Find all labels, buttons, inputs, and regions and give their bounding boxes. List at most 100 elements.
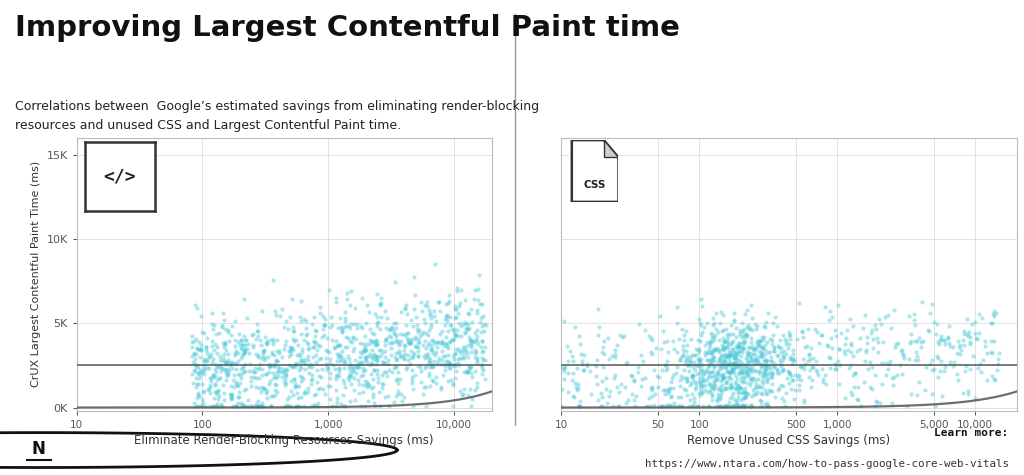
Point bbox=[719, 360, 735, 368]
Point bbox=[293, 393, 309, 400]
Point bbox=[742, 402, 759, 409]
Point bbox=[195, 388, 211, 396]
Point bbox=[395, 354, 412, 361]
Point bbox=[421, 358, 437, 366]
Point bbox=[285, 362, 301, 370]
Point bbox=[717, 351, 733, 358]
Point bbox=[726, 354, 742, 362]
Point bbox=[714, 327, 730, 334]
Point bbox=[315, 322, 332, 329]
Point bbox=[255, 348, 271, 355]
Point bbox=[659, 401, 676, 408]
Point bbox=[215, 339, 231, 347]
Point bbox=[827, 366, 844, 373]
Point bbox=[764, 337, 780, 344]
Point bbox=[231, 371, 248, 379]
Point bbox=[843, 349, 859, 356]
Point bbox=[932, 336, 948, 344]
Point bbox=[359, 302, 376, 309]
Point bbox=[940, 323, 956, 330]
Point bbox=[341, 360, 357, 367]
Point bbox=[285, 335, 301, 343]
Point bbox=[467, 335, 483, 343]
Point bbox=[400, 329, 417, 336]
Point bbox=[205, 325, 221, 332]
Point bbox=[616, 383, 633, 391]
Point bbox=[214, 321, 230, 329]
Point bbox=[601, 392, 617, 399]
Point bbox=[685, 363, 701, 371]
Point bbox=[211, 329, 227, 337]
Point bbox=[689, 362, 706, 370]
Point bbox=[403, 376, 420, 384]
Point bbox=[988, 309, 1005, 316]
Point bbox=[691, 377, 708, 385]
Point bbox=[717, 337, 733, 345]
Point bbox=[647, 390, 664, 398]
Point bbox=[758, 390, 774, 397]
Point bbox=[349, 361, 366, 368]
Point bbox=[791, 381, 807, 389]
Point bbox=[849, 395, 865, 402]
Point bbox=[202, 352, 218, 360]
Point bbox=[967, 394, 983, 402]
Point bbox=[442, 364, 459, 371]
Point bbox=[717, 384, 733, 392]
Point bbox=[780, 331, 797, 339]
Point bbox=[295, 375, 311, 383]
Point bbox=[659, 364, 676, 372]
Point bbox=[245, 331, 261, 338]
Point bbox=[408, 335, 424, 343]
Point bbox=[187, 350, 204, 358]
Point bbox=[350, 363, 367, 371]
Point bbox=[573, 350, 590, 357]
Point bbox=[466, 295, 482, 303]
Point bbox=[730, 339, 746, 347]
Point bbox=[268, 358, 285, 365]
Point bbox=[843, 339, 859, 347]
Point bbox=[227, 379, 244, 386]
Point bbox=[869, 339, 886, 346]
Point bbox=[731, 384, 748, 391]
Point bbox=[322, 396, 338, 403]
Point bbox=[202, 383, 218, 390]
Point bbox=[388, 324, 404, 332]
Point bbox=[321, 286, 337, 294]
Point bbox=[217, 340, 233, 347]
Point bbox=[712, 385, 728, 393]
Point bbox=[327, 343, 343, 351]
Point bbox=[226, 337, 243, 344]
Point bbox=[725, 360, 741, 367]
Point bbox=[257, 385, 273, 392]
Point bbox=[693, 331, 710, 339]
Point bbox=[227, 380, 244, 388]
Point bbox=[775, 382, 792, 390]
Point bbox=[711, 356, 727, 363]
Point bbox=[216, 366, 232, 373]
Point bbox=[632, 320, 648, 327]
Point bbox=[410, 339, 426, 346]
Point bbox=[745, 345, 762, 353]
Point bbox=[404, 353, 421, 361]
Point bbox=[354, 324, 371, 332]
Point bbox=[750, 359, 766, 367]
Point bbox=[473, 338, 489, 345]
Point bbox=[743, 342, 760, 350]
Point bbox=[346, 387, 362, 394]
Point bbox=[752, 397, 768, 404]
Point bbox=[782, 354, 799, 361]
Point bbox=[769, 351, 785, 359]
Point bbox=[308, 390, 325, 398]
Point bbox=[438, 339, 455, 346]
Point bbox=[384, 323, 400, 331]
Point bbox=[251, 402, 267, 409]
Point bbox=[738, 306, 755, 314]
Point bbox=[306, 313, 323, 321]
Point bbox=[759, 402, 775, 409]
Point bbox=[746, 376, 763, 384]
Point bbox=[407, 292, 423, 299]
Point bbox=[698, 339, 715, 346]
Point bbox=[345, 362, 361, 370]
Point bbox=[454, 286, 470, 294]
Point bbox=[696, 323, 713, 331]
